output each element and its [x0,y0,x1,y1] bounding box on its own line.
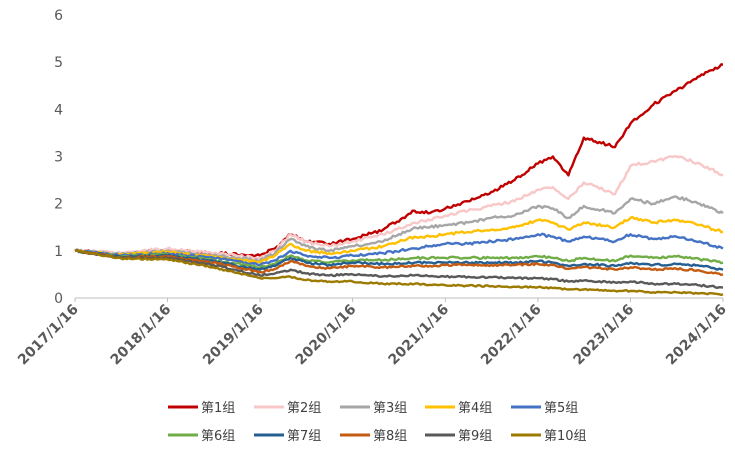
legend-label: 第4组 [458,401,492,416]
legend-label: 第5组 [544,401,578,416]
series-lines [74,63,724,297]
legend-label: 第9组 [458,429,492,444]
series-line [74,249,724,297]
x-axis-ticks: 2017/1/16 2018/1/16 2019/1/16 2020/1/16 2021… [15,298,730,368]
series-line [74,155,724,260]
legend-label: 第6组 [201,429,235,444]
legend-label: 第3组 [373,401,407,416]
x-tick-label: 2021/1/16 [385,302,452,369]
y-axis-ticks: 0 1 2 3 4 5 6 [54,8,63,307]
y-tick-label: 1 [54,244,63,260]
x-tick-label: 2022/1/16 [478,302,545,369]
legend-item: 第6组 [168,429,235,444]
legend-item: 第2组 [254,401,321,416]
legend-item: 第10组 [511,429,587,444]
y-tick-label: 2 [54,197,63,213]
x-tick-label: 2018/1/16 [108,302,175,369]
legend-item: 第1组 [168,401,235,416]
legend-label: 第10组 [544,429,587,444]
legend-item: 第3组 [340,401,407,416]
legend-label: 第7组 [287,429,321,444]
y-tick-label: 0 [54,291,63,307]
series-line [74,215,724,264]
y-tick-label: 3 [54,150,63,166]
x-tick-label: 2020/1/16 [293,302,360,369]
series-line [74,248,724,272]
series-line [74,195,724,263]
y-tick-label: 5 [54,55,63,71]
x-tick-label: 2019/1/16 [200,302,267,369]
legend-label: 第1组 [201,401,235,416]
legend-item: 第4组 [425,401,492,416]
legend-item: 第9组 [425,429,492,444]
legend-label: 第8组 [373,429,407,444]
legend-item: 第8组 [340,429,407,444]
x-tick-label: 2023/1/16 [571,302,638,369]
series-line [74,249,724,290]
legend-label: 第2组 [287,401,321,416]
legend-item: 第5组 [511,401,578,416]
x-tick-label: 2017/1/16 [15,302,82,369]
legend-item: 第7组 [254,429,321,444]
y-tick-label: 6 [54,8,63,24]
y-tick-label: 4 [54,102,63,118]
series-line [74,248,724,270]
x-tick-label: 2024/1/16 [663,302,730,369]
